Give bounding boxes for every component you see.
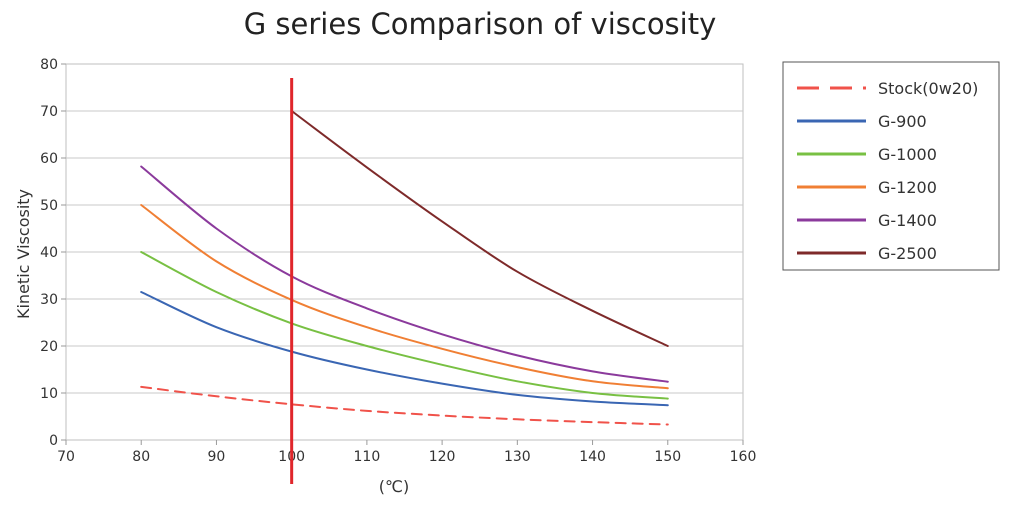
x-tick-label: 130 (504, 449, 531, 465)
series-line-g-2500 (290, 110, 669, 347)
x-tick-label: 80 (132, 449, 150, 465)
y-tick-label: 80 (40, 57, 58, 73)
legend-label: Stock(0w20) (878, 79, 978, 98)
y-tick-label: 10 (40, 386, 58, 402)
y-tick-labels: 0 10 20 30 40 50 60 70 80 (40, 57, 58, 449)
y-tick-label: 60 (40, 151, 58, 167)
series-line-g-1400 (140, 165, 669, 383)
legend: Stock(0w20) G-900 G-1000 G-1200 G-1400 G-2500 (797, 79, 978, 263)
legend-label: G-1400 (878, 211, 937, 230)
x-tick-label: 120 (429, 449, 456, 465)
x-tick-label: 160 (730, 449, 757, 465)
series-line-g-900 (140, 291, 669, 407)
y-axis-label: Kinetic Viscosity (14, 189, 33, 319)
grid-lines (61, 63, 744, 445)
legend-label: G-900 (878, 112, 927, 131)
chart-title: G series Comparison of viscosity (244, 7, 717, 41)
y-tick-label: 50 (40, 198, 58, 214)
legend-label: G-2500 (878, 244, 937, 263)
y-tick-label: 20 (40, 339, 58, 355)
x-tick-labels: 708090100110120130140150160 (57, 449, 756, 465)
y-tick-label: 40 (40, 245, 58, 261)
y-tick-label: 30 (40, 292, 58, 308)
legend-label: G-1000 (878, 145, 937, 164)
x-tick-label: 110 (354, 449, 381, 465)
y-tick-label: 70 (40, 104, 58, 120)
x-tick-label: 150 (654, 449, 681, 465)
x-tick-label: 140 (579, 449, 606, 465)
legend-box (782, 61, 1000, 271)
series-line-g-1000 (140, 251, 669, 400)
series-line-g-1200 (140, 204, 669, 390)
legend-label: G-1200 (878, 178, 937, 197)
x-tick-label: 70 (57, 449, 75, 465)
series-line-stock-0w20 (140, 385, 669, 426)
x-tick-label: 90 (208, 449, 226, 465)
y-tick-label: 0 (49, 433, 58, 449)
series-lines (140, 110, 669, 426)
x-axis-label: (℃) (379, 477, 409, 496)
